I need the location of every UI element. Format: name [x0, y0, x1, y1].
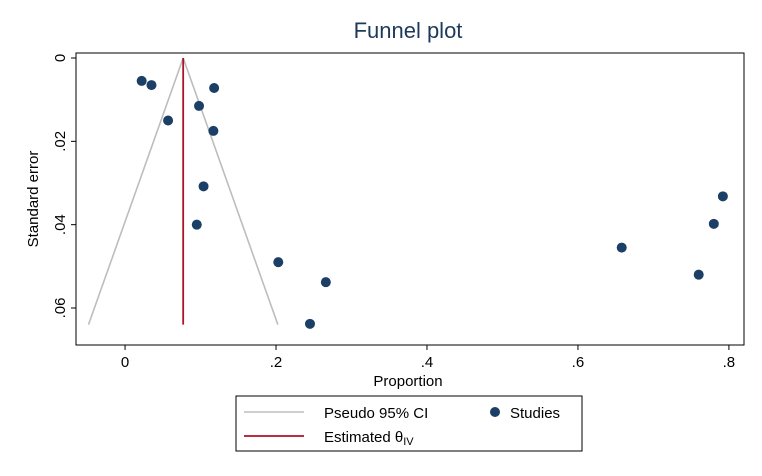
study-point [194, 100, 205, 111]
y-axis: 0 .02 .04 .06 [52, 54, 76, 319]
legend-estimate-text: Estimated θ [324, 429, 403, 446]
chart-title: Funnel plot [354, 18, 463, 43]
x-tick-label: 0 [121, 354, 129, 371]
x-tick-label: .6 [572, 354, 585, 371]
y-tick-label: 0 [52, 54, 69, 62]
plot-frame [75, 52, 745, 346]
legend-estimate-subscript: IV [403, 436, 414, 448]
x-axis: 0 .2 .4 .6 .8 [121, 345, 735, 371]
legend-studies-marker [490, 407, 500, 417]
study-point [717, 191, 728, 202]
study-point [208, 125, 219, 136]
study-point [304, 318, 315, 329]
study-points [136, 75, 728, 329]
y-tick-label: .02 [52, 131, 69, 152]
x-axis-title: Proportion [373, 373, 442, 390]
study-point [198, 181, 209, 192]
legend-studies-label: Studies [510, 405, 560, 422]
study-point [320, 277, 331, 288]
plot-area [75, 52, 745, 346]
legend-estimate-label: Estimated θIV [324, 429, 414, 448]
study-point [146, 80, 157, 91]
legend: Pseudo 95% CI Studies Estimated θIV [235, 395, 583, 452]
study-point [616, 242, 627, 253]
ci-line-left [87, 57, 184, 325]
x-tick-label: .4 [421, 354, 434, 371]
y-axis-title: Standard error [25, 151, 42, 248]
study-point [693, 269, 704, 280]
y-tick-label: .04 [52, 214, 69, 235]
study-point [273, 257, 284, 268]
x-tick-label: .8 [723, 354, 736, 371]
y-tick-label: .06 [52, 298, 69, 319]
study-point [136, 75, 147, 86]
study-point [209, 83, 220, 93]
study-point [708, 218, 719, 229]
x-tick-label: .2 [270, 354, 283, 371]
study-point [191, 219, 202, 230]
study-point [163, 115, 174, 126]
legend-ci-label: Pseudo 95% CI [324, 405, 428, 422]
legend-box [235, 395, 583, 452]
